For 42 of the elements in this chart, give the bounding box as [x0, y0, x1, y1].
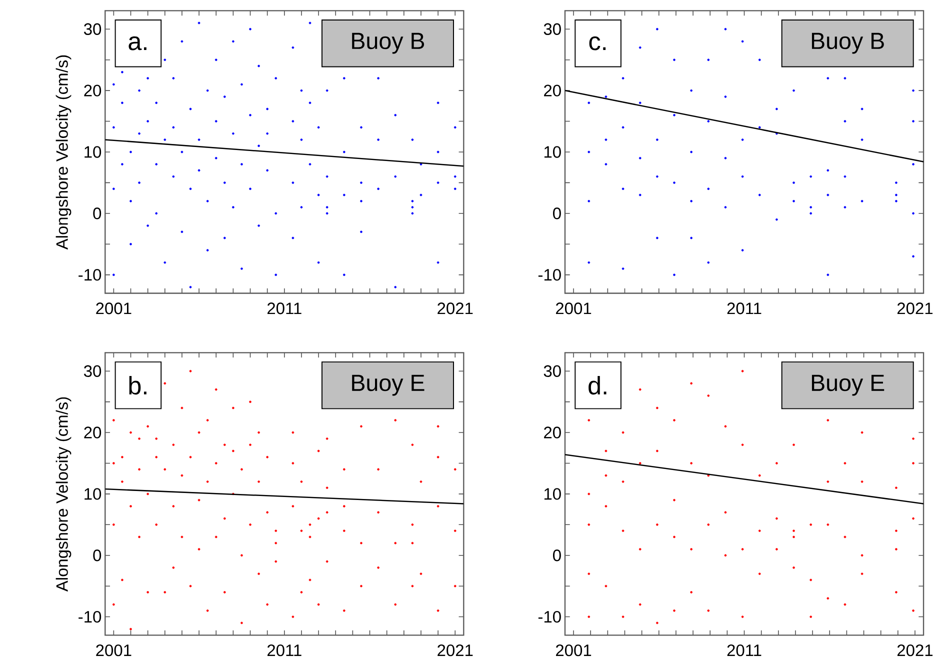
y-axis-title: Alongshore Velocity (cm/s): [56, 397, 72, 592]
y-tick-label: -10: [78, 268, 102, 280]
y-axis-title: Alongshore Velocity (cm/s): [56, 55, 72, 250]
y-tick-label: 20: [84, 426, 102, 438]
y-tick-label: -10: [78, 610, 102, 622]
y-tick-label: 30: [84, 23, 102, 35]
y-tick-label: 10: [544, 488, 561, 500]
y-tick-label: 30: [544, 365, 561, 377]
x-tick-label: 2011: [727, 644, 762, 656]
x-tick-label: 2021: [897, 302, 933, 314]
x-tick-label: 2011: [727, 302, 762, 314]
y-tick-label: -10: [538, 610, 561, 622]
annotation: d.: [588, 376, 606, 394]
annotation: c.: [589, 36, 606, 50]
y-tick-label: 10: [544, 146, 561, 158]
x-tick-label: 2001: [96, 302, 132, 314]
y-tick-label: 10: [84, 488, 102, 500]
annotation: a.: [128, 36, 146, 50]
y-tick-label: 0: [93, 549, 102, 562]
y-tick-label: 10: [84, 146, 102, 158]
annotation: Buoy E: [812, 374, 884, 396]
y-tick-label: 20: [84, 84, 102, 96]
x-tick-label: 2021: [438, 302, 473, 314]
annotation: b.: [129, 376, 146, 394]
y-tick-label: 0: [553, 207, 561, 220]
x-tick-label: 2001: [556, 302, 592, 314]
x-tick-label: 2011: [267, 302, 302, 314]
y-tick-label: 30: [544, 23, 561, 35]
y-tick-label: 20: [544, 84, 561, 96]
annotation: Buoy B: [352, 32, 424, 54]
x-tick-label: 2011: [267, 644, 302, 656]
annotation: Buoy B: [812, 32, 884, 54]
y-tick-label: 0: [93, 207, 102, 220]
y-tick-label: -10: [538, 268, 561, 280]
x-tick-label: 2001: [96, 644, 132, 656]
y-tick-label: 30: [84, 365, 102, 377]
x-tick-label: 2001: [556, 644, 592, 656]
y-tick-label: 20: [544, 426, 561, 438]
annotation: Buoy E: [352, 374, 424, 396]
x-tick-label: 2021: [438, 644, 473, 656]
x-tick-label: 2021: [897, 644, 933, 656]
y-tick-label: 0: [553, 549, 561, 562]
